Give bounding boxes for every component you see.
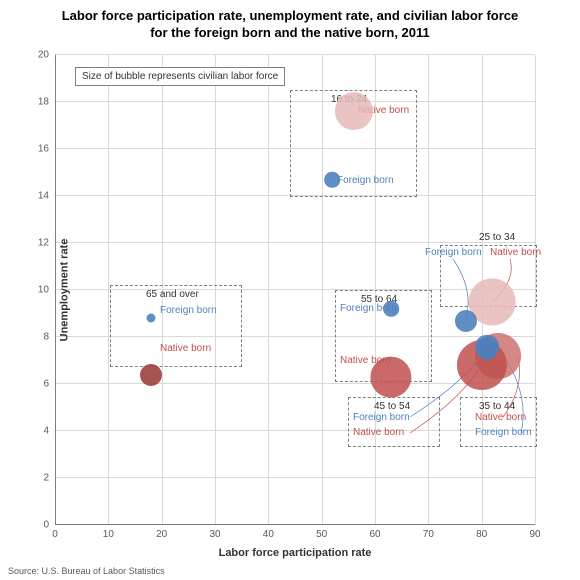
bubble — [383, 301, 399, 317]
age-group-label: 65 and over — [146, 289, 199, 300]
native-born-label: Native born — [490, 247, 541, 258]
title-line-1: Labor force participation rate, unemploy… — [20, 8, 560, 25]
foreign-born-label: Foreign born — [337, 175, 394, 186]
y-tick: 12 — [38, 238, 49, 249]
gridline-h — [55, 289, 535, 290]
source-text: Source: U.S. Bureau of Labor Statistics — [8, 566, 165, 576]
y-tick: 20 — [38, 50, 49, 61]
native-born-label: Native born — [160, 343, 211, 354]
gridline-h — [55, 477, 535, 478]
title-line-2: for the foreign born and the native born… — [20, 25, 560, 42]
native-born-label: Native born — [475, 412, 526, 423]
x-tick: 50 — [316, 529, 327, 540]
foreign-born-label: Foreign born — [475, 427, 532, 438]
foreign-born-label: Foreign born — [425, 247, 482, 258]
plot-region: 010203040506070809002468101214161820Size… — [55, 55, 535, 525]
gridline-v — [162, 55, 163, 525]
gridline-h — [55, 383, 535, 384]
y-tick: 10 — [38, 285, 49, 296]
gridline-h — [55, 148, 535, 149]
y-axis-label: Unemployment rate — [58, 239, 70, 342]
axis-line-x — [55, 524, 535, 525]
gridline-h — [55, 101, 535, 102]
chart-title: Labor force participation rate, unemploy… — [0, 0, 580, 46]
legend-note: Size of bubble represents civilian labor… — [75, 67, 285, 86]
axis-line-y — [55, 55, 56, 525]
gridline-h — [55, 242, 535, 243]
bubble — [476, 338, 498, 360]
y-tick: 8 — [43, 332, 49, 343]
x-axis-label: Labor force participation rate — [219, 547, 372, 559]
bubble — [325, 172, 341, 188]
x-tick: 80 — [476, 529, 487, 540]
age-group-label: 35 to 44 — [479, 401, 515, 412]
chart-area: 010203040506070809002468101214161820Size… — [55, 55, 535, 525]
y-tick: 2 — [43, 473, 49, 484]
gridline-h — [55, 54, 535, 55]
age-group-label: 45 to 54 — [374, 401, 410, 412]
x-tick: 70 — [423, 529, 434, 540]
gridline-v — [268, 55, 269, 525]
y-tick: 0 — [43, 520, 49, 531]
x-tick: 30 — [209, 529, 220, 540]
foreign-born-label: Foreign born — [353, 412, 410, 423]
bubble — [370, 356, 411, 397]
bubble — [140, 364, 162, 386]
y-tick: 4 — [43, 426, 49, 437]
y-tick: 18 — [38, 97, 49, 108]
gridline-v — [108, 55, 109, 525]
x-tick: 90 — [529, 529, 540, 540]
gridline-v — [375, 55, 376, 525]
x-tick: 0 — [52, 529, 58, 540]
x-tick: 60 — [369, 529, 380, 540]
leader-lines — [55, 55, 535, 525]
foreign-born-label: Foreign born — [160, 305, 217, 316]
bubble — [335, 92, 373, 130]
y-tick: 6 — [43, 379, 49, 390]
x-tick: 40 — [263, 529, 274, 540]
gridline-h — [55, 430, 535, 431]
gridline-h — [55, 195, 535, 196]
gridline-v — [322, 55, 323, 525]
age-group-box: 65 and over — [110, 285, 242, 367]
gridline-h — [55, 336, 535, 337]
gridline-v — [535, 55, 536, 525]
y-tick: 14 — [38, 191, 49, 202]
x-tick: 20 — [156, 529, 167, 540]
bubble — [455, 310, 477, 332]
gridline-v — [215, 55, 216, 525]
native-born-label: Native born — [353, 427, 404, 438]
x-tick: 10 — [103, 529, 114, 540]
y-tick: 16 — [38, 144, 49, 155]
bubble — [147, 314, 156, 323]
gridline-v — [428, 55, 429, 525]
